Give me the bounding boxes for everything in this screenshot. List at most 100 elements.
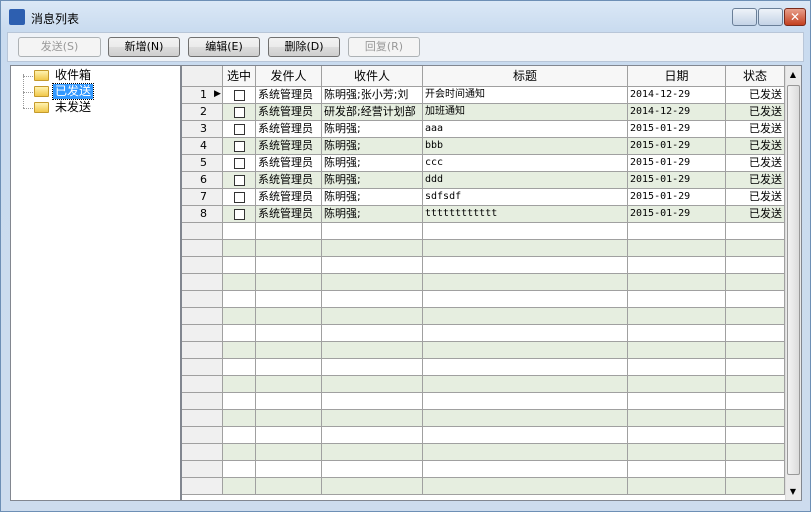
grid-cell: tttttttttttt [423,206,628,223]
checkbox[interactable] [234,107,245,118]
toolbar-button[interactable]: 删除(D) [268,37,340,57]
toolbar-button[interactable]: 新增(N) [108,37,180,57]
app-icon [9,9,25,25]
grid-cell [322,359,423,376]
row-header: 5 [182,155,223,172]
grid-cell [423,308,628,325]
grid-cell [628,257,726,274]
toolbar-button: 发送(S) [18,37,101,57]
row-header: 4 [182,138,223,155]
row-header: 6 [182,172,223,189]
row-header [182,478,223,495]
checkbox[interactable] [234,209,245,220]
tree-item[interactable]: 已发送 [51,83,95,100]
folder-icon [34,70,49,81]
grid-cell [628,240,726,257]
grid-cell [423,342,628,359]
grid-cell [726,393,785,410]
checkbox-cell [223,172,256,189]
grid-cell [322,410,423,427]
checkbox[interactable] [234,192,245,203]
grid-cell [423,223,628,240]
grid-cell [726,257,785,274]
grid-cell [322,274,423,291]
grid-cell: 2015-01-29 [628,206,726,223]
scroll-up[interactable]: ▲ [789,70,797,79]
checkbox-cell [223,155,256,172]
header-cell [182,66,223,87]
minimize-button[interactable] [732,8,757,26]
grid-cell: 已发送 [726,155,785,172]
grid-cell [322,393,423,410]
grid-cell [423,240,628,257]
grid-cell: 加班通知 [423,104,628,121]
grid-cell: 系统管理员 [256,121,322,138]
row-header [182,223,223,240]
grid-cell [322,308,423,325]
toolbar-button[interactable]: 编辑(E) [188,37,260,57]
grid-cell: 2015-01-29 [628,138,726,155]
checkbox-cell [223,240,256,257]
grid-cell [423,359,628,376]
row-header [182,257,223,274]
column-header[interactable]: 发件人 [256,66,322,87]
grid-cell: 开会时间通知 [423,87,628,104]
grid-cell [628,444,726,461]
scroll-down[interactable]: ▼ [789,487,797,496]
tree-panel: 收件箱 已发送 未发送 [10,65,181,501]
checkbox-cell [223,410,256,427]
grid-cell: 2015-01-29 [628,172,726,189]
checkbox[interactable] [234,158,245,169]
grid-cell [628,325,726,342]
row-header [182,393,223,410]
tree-item[interactable]: 未发送 [55,100,92,114]
checkbox-cell [223,257,256,274]
grid-cell [256,461,322,478]
grid-cell: 陈明强; [322,206,423,223]
current-row-marker: ▶ [214,89,221,99]
grid-cell: aaa [423,121,628,138]
toolbar-button: 回复(R) [348,37,420,57]
grid-cell [628,461,726,478]
grid-cell [322,342,423,359]
row-header [182,461,223,478]
grid-cell [628,359,726,376]
grid-cell [628,342,726,359]
column-header[interactable]: 日期 [628,66,726,87]
checkbox[interactable] [234,90,245,101]
checkbox[interactable] [234,141,245,152]
tree-item[interactable]: 收件箱 [55,68,92,82]
column-header[interactable]: 标题 [423,66,628,87]
grid-cell [256,274,322,291]
grid-cell [256,342,322,359]
column-header[interactable]: 选中 [223,66,256,87]
scroll-thumb[interactable] [787,85,800,475]
checkbox[interactable] [234,124,245,135]
grid-cell: 研发部;经营计划部 [322,104,423,121]
grid-cell: 系统管理员 [256,138,322,155]
grid-cell [322,478,423,495]
grid-cell [423,393,628,410]
grid-cell: 2015-01-29 [628,189,726,206]
close-button[interactable]: ✕ [784,8,806,26]
grid-cell [322,376,423,393]
grid-cell [322,461,423,478]
grid-cell [628,427,726,444]
row-header: 7 [182,189,223,206]
checkbox-cell [223,427,256,444]
column-header[interactable]: 收件人 [322,66,423,87]
grid-cell [423,325,628,342]
checkbox-cell [223,308,256,325]
checkbox[interactable] [234,175,245,186]
row-header: 3 [182,121,223,138]
grid-cell [256,257,322,274]
grid-cell: 已发送 [726,121,785,138]
maximize-button[interactable] [758,8,783,26]
grid-cell [423,274,628,291]
row-header [182,342,223,359]
grid-cell: 2015-01-29 [628,121,726,138]
column-header[interactable]: 状态 [726,66,785,87]
tree-line [23,92,33,93]
grid-cell [726,240,785,257]
